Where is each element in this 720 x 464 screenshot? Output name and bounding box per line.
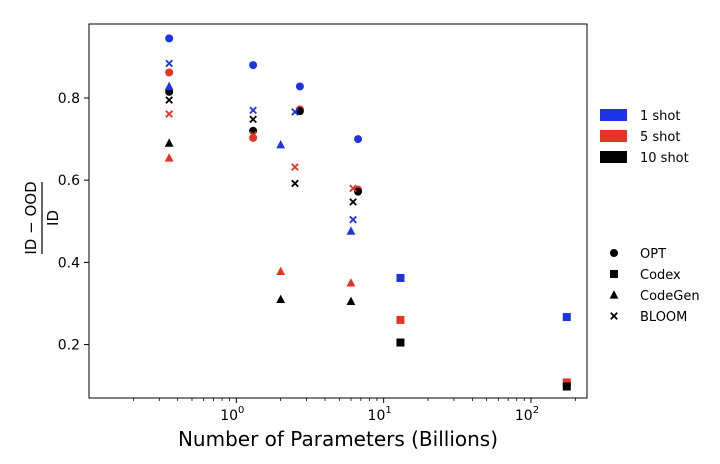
- y-tick-label: 0.6: [58, 173, 80, 189]
- point-codex-1-shot: [396, 273, 405, 282]
- point-opt-10-shot: [354, 187, 363, 196]
- point-bloom-10-shot: [165, 96, 173, 104]
- point-bloom-5-shot-stroke-b: [291, 163, 299, 171]
- point-opt-10-shot: [249, 126, 258, 135]
- model-legend-label: OPT: [640, 247, 666, 262]
- point-codex-10-shot: [396, 338, 405, 347]
- point-codex-5-shot: [562, 378, 571, 387]
- y-axis-title-numerator: ID − OOD: [22, 181, 40, 254]
- shot-legend-swatch: [600, 151, 627, 163]
- data-points: [164, 34, 571, 391]
- point-opt-5-shot: [165, 68, 174, 77]
- point-bloom-5-shot-stroke-b: [349, 184, 357, 193]
- point-codex-1-shot: [562, 313, 571, 322]
- point-bloom-1-shot-stroke-b: [165, 59, 173, 68]
- point-codegen-5-shot: [164, 153, 174, 162]
- point-bloom-5-shot: [349, 184, 357, 193]
- point-bloom-5-shot-stroke-b: [249, 131, 257, 139]
- point-bloom-1-shot-stroke-b: [349, 215, 357, 224]
- point-bloom-1-shot: [349, 215, 357, 224]
- point-bloom-1-shot-stroke-b: [291, 108, 299, 116]
- point-bloom-10-shot-stroke-b: [291, 179, 299, 188]
- model-legend-marker-stroke-b: [610, 312, 618, 320]
- point-bloom-1-shot: [165, 59, 173, 68]
- point-opt-1-shot: [354, 135, 363, 144]
- x-tick-label: 101: [368, 405, 392, 424]
- y-axis-title-denominator: ID: [44, 210, 62, 226]
- x-axis-title: Number of Parameters (Billions): [178, 427, 498, 451]
- point-opt-1-shot: [249, 61, 258, 70]
- x-ticks: 100 101 102: [132, 398, 576, 424]
- point-codegen-1-shot: [346, 226, 356, 235]
- y-tick-label: 0.2: [58, 338, 80, 354]
- point-bloom-10-shot: [249, 115, 257, 124]
- y-ticks: 0.2 0.4 0.6 0.8: [58, 91, 89, 354]
- point-codegen-5-shot: [346, 278, 356, 287]
- point-codegen-1-shot: [276, 140, 286, 149]
- y-tick-label: 0.4: [58, 255, 80, 271]
- point-bloom-5-shot: [249, 131, 257, 139]
- model-legend-marker: [610, 270, 618, 278]
- shot-legend-swatch: [600, 109, 627, 121]
- point-bloom-5-shot: [165, 110, 173, 118]
- point-codegen-5-shot: [276, 266, 286, 276]
- point-codegen-1-shot: [164, 81, 174, 91]
- point-bloom-10-shot: [349, 198, 357, 206]
- point-codegen-10-shot: [276, 294, 286, 303]
- point-bloom-1-shot: [291, 108, 299, 116]
- model-legend-marker: [610, 249, 618, 257]
- y-tick-label: 0.8: [58, 91, 80, 107]
- model-legend-label: CodeGen: [640, 289, 700, 304]
- point-codex-10-shot: [562, 382, 571, 391]
- model-legend-marker: [610, 312, 618, 320]
- point-bloom-10-shot-stroke-b: [249, 115, 257, 124]
- plot-area: [88, 23, 588, 399]
- point-bloom-1-shot-stroke-b: [249, 106, 257, 115]
- point-codex-5-shot: [396, 315, 405, 324]
- x-tick-label: 102: [515, 405, 539, 424]
- shot-legend-label: 5 shot: [640, 130, 680, 145]
- x-tick-label: 100: [220, 405, 244, 424]
- point-bloom-1-shot: [249, 106, 257, 115]
- shot-legend-label: 10 shot: [640, 151, 689, 166]
- shot-legend: 1 shot 5 shot 10 shot: [600, 109, 689, 166]
- point-bloom-5-shot-stroke-b: [165, 110, 173, 118]
- model-legend-label: Codex: [640, 268, 681, 283]
- point-codegen-10-shot: [164, 138, 174, 147]
- point-opt-1-shot: [295, 82, 304, 91]
- shot-legend-label: 1 shot: [640, 109, 680, 124]
- point-opt-1-shot: [165, 34, 174, 43]
- point-bloom-10-shot-stroke-b: [165, 96, 173, 104]
- model-legend-label: BLOOM: [640, 310, 687, 325]
- shot-legend-swatch: [600, 130, 627, 142]
- point-bloom-10-shot-stroke-b: [349, 198, 357, 206]
- point-bloom-10-shot: [291, 179, 299, 188]
- model-legend: OPT Codex CodeGen BLOOM: [609, 247, 700, 325]
- y-axis-title: ID − OOD ID: [22, 181, 62, 254]
- point-bloom-5-shot: [291, 163, 299, 171]
- model-legend-marker: [609, 290, 619, 299]
- point-codegen-10-shot: [346, 296, 356, 306]
